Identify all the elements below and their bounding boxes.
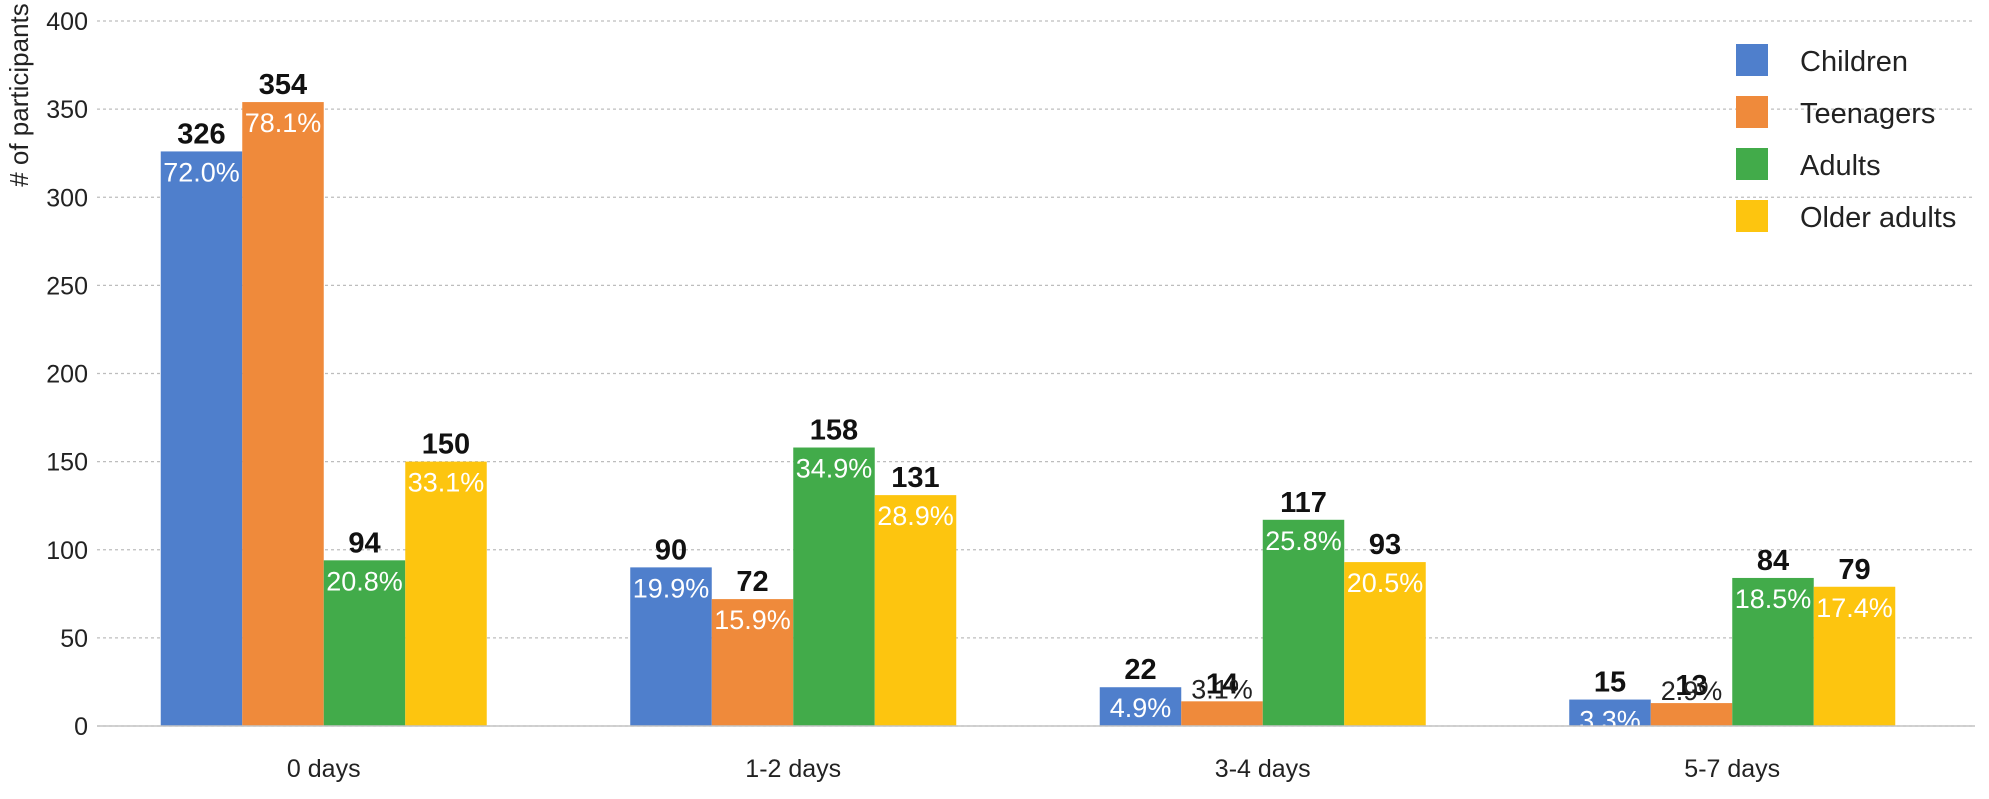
y-tick-label: 50: [60, 625, 88, 653]
y-axis-title: # of participants: [4, 3, 34, 187]
bar-value-label: 22: [1124, 654, 1156, 686]
bar: [1732, 577, 1814, 726]
bar-value-label: 90: [655, 534, 687, 566]
bar-percent-label: 25.8%: [1265, 526, 1342, 556]
x-tick-label: 3-4 days: [1215, 755, 1311, 783]
x-axis: 0 days 1-2 days 3-4 days 5-7 days: [97, 725, 1975, 783]
bar-value-label: 79: [1838, 554, 1870, 586]
bar: [1099, 687, 1182, 726]
legend-label: Teenagers: [1800, 98, 1935, 130]
legend-swatch: [1736, 148, 1768, 180]
bar-percent-label: 34.9%: [796, 454, 873, 484]
bar-percent-label: 19.9%: [633, 573, 710, 603]
bar: [1650, 703, 1733, 726]
bar: [242, 102, 324, 726]
bar: [630, 567, 712, 726]
bar-value-label: 158: [810, 415, 858, 447]
x-tick-label: 0 days: [287, 755, 361, 783]
bar: [1569, 699, 1651, 726]
x-tick-label: 5-7 days: [1684, 755, 1780, 783]
bar-percent-label: 3.1%: [1191, 674, 1253, 704]
legend: Children Teenagers Adults Older adults: [1736, 44, 1956, 234]
y-tick-label: 0: [74, 713, 88, 741]
bar-value-label: 94: [348, 527, 380, 559]
bar-value-label: 84: [1757, 545, 1789, 577]
bars: 326 72.0% 354 78.1% 94 20.8% 150 33.1% 90 19.9% 72…: [160, 69, 1896, 736]
legend-swatch: [1736, 44, 1768, 76]
bar-percent-label: 20.8%: [326, 566, 403, 596]
legend-swatch: [1736, 96, 1768, 128]
y-tick-label: 350: [46, 96, 88, 124]
bar: [793, 447, 875, 726]
bar: [874, 495, 957, 726]
bar-value-label: 150: [422, 429, 470, 461]
y-tick-label: 400: [46, 8, 88, 36]
bar-value-label: 14: [1206, 668, 1238, 700]
bar: [160, 151, 243, 727]
bar-percent-label: 4.9%: [1110, 693, 1172, 723]
bar: [711, 599, 794, 726]
bar-percent-label: 18.5%: [1735, 584, 1812, 614]
y-tick-label: 100: [46, 537, 88, 565]
bar-percent-label: 2.9%: [1661, 676, 1723, 706]
bar-percent-label: 15.9%: [714, 605, 791, 635]
bar-value-label: 15: [1594, 667, 1626, 699]
y-tick-label: 250: [46, 272, 88, 300]
legend-swatch: [1736, 200, 1768, 232]
bar-percent-label: 72.0%: [163, 157, 240, 187]
bar: [1344, 562, 1426, 726]
bar-value-label: 326: [177, 118, 225, 150]
legend-label: Children: [1800, 46, 1908, 78]
y-tick-label: 200: [46, 361, 88, 389]
bar: [1813, 586, 1896, 726]
bar-percent-label: 33.1%: [408, 468, 485, 498]
y-tick-label: 150: [46, 449, 88, 477]
bar: [1262, 519, 1345, 726]
bar-value-label: 72: [736, 566, 768, 598]
bar: [1181, 701, 1263, 726]
y-axis: 0 50 100 150 200 250 300 350 400: [46, 8, 88, 741]
bar-value-label: 93: [1369, 529, 1401, 561]
bar-value-label: 354: [259, 69, 307, 101]
bar: [323, 560, 406, 726]
bar-percent-label: 78.1%: [245, 108, 322, 138]
bar-value-label: 117: [1280, 487, 1327, 519]
bar-percent-label: 17.4%: [1816, 593, 1893, 623]
y-tick-label: 300: [46, 184, 88, 212]
x-tick-label: 1-2 days: [745, 755, 841, 783]
bar-percent-label: 3.3%: [1579, 706, 1641, 736]
legend-label: Older adults: [1800, 202, 1956, 234]
bar-percent-label: 20.5%: [1347, 568, 1424, 598]
bar: [405, 461, 487, 726]
bar-value-label: 131: [891, 462, 939, 494]
bar-value-label: 13: [1675, 670, 1707, 702]
legend-label: Adults: [1800, 150, 1881, 182]
bar-percent-label: 28.9%: [877, 501, 954, 531]
